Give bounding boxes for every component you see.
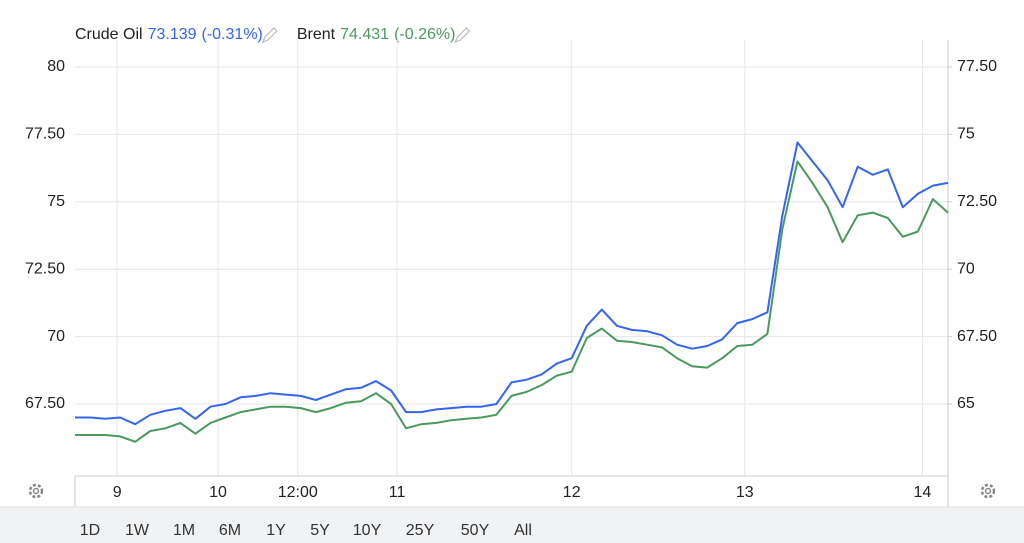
range-button[interactable]: 5Y <box>310 522 330 539</box>
x-tick-label: 9 <box>113 484 122 501</box>
y-tick-label: 80 <box>47 58 65 75</box>
y2-tick-label: 67.50 <box>957 328 997 345</box>
range-button[interactable]: 1Y <box>266 522 286 539</box>
x-tick-label: 12:00 <box>278 484 318 501</box>
legend-last: 73.139 <box>148 26 197 43</box>
y-tick-label: 67.50 <box>25 395 65 412</box>
y-tick-label: 75 <box>47 193 65 210</box>
legend-name: Brent <box>297 26 336 43</box>
y-tick-label: 70 <box>47 328 65 345</box>
range-button[interactable]: 25Y <box>406 522 435 539</box>
x-tick-label: 10 <box>209 484 227 501</box>
y2-tick-label: 77.50 <box>957 58 997 75</box>
x-tick-label: 12 <box>563 484 581 501</box>
settings-left[interactable] <box>28 483 44 499</box>
gear-hub <box>32 487 40 495</box>
x-tick-label: 11 <box>389 484 406 501</box>
legend-change: (-0.26%) <box>394 26 455 43</box>
range-bar <box>0 507 1024 543</box>
range-button[interactable]: 1W <box>125 522 150 539</box>
series-line <box>75 160 949 443</box>
gear-teeth <box>28 483 44 499</box>
range-button[interactable]: 50Y <box>461 522 490 539</box>
y2-tick-label: 75 <box>957 126 975 143</box>
edit-icon[interactable] <box>261 27 278 44</box>
x-tick-label: 14 <box>914 484 932 501</box>
range-button[interactable]: All <box>514 522 532 539</box>
legend-change: (-0.31%) <box>202 26 263 43</box>
legend-entry[interactable]: Crude Oil 73.139 (-0.31%) <box>75 26 263 43</box>
x-tick-label: 13 <box>736 484 754 501</box>
legend-last: 74.431 <box>340 26 389 43</box>
series-line <box>75 141 949 426</box>
gear-teeth <box>980 483 996 499</box>
settings-right[interactable] <box>980 483 996 499</box>
legend-entry[interactable]: Brent 74.431 (-0.26%) <box>297 26 456 43</box>
plot: 67.50 70 72.50 75 77.50 80 65 67.50 70 72.50 75 77.… <box>25 40 997 507</box>
range-button[interactable]: 6M <box>219 522 241 539</box>
y-tick-label: 72.50 <box>25 260 65 277</box>
y2-tick-label: 72.50 <box>957 193 997 210</box>
gear-hub <box>984 487 992 495</box>
y2-tick-label: 65 <box>957 395 975 412</box>
y2-tick-label: 70 <box>957 260 975 277</box>
range-button[interactable]: 1M <box>173 522 195 539</box>
edit-icon[interactable] <box>454 27 471 44</box>
legend-name: Crude Oil <box>75 26 143 43</box>
legend: Crude Oil 73.139 (-0.31%) Brent 74.431 (-0.26… <box>75 26 471 44</box>
range-button[interactable]: 1D <box>80 522 100 539</box>
range-button[interactable]: 10Y <box>353 522 382 539</box>
y-tick-label: 77.50 <box>25 126 65 143</box>
